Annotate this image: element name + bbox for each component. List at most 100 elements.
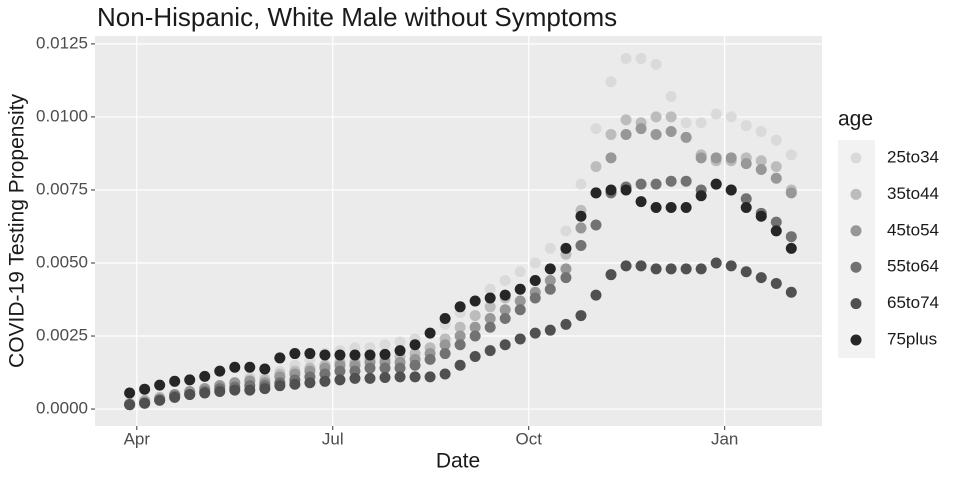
point <box>439 339 451 351</box>
point <box>154 379 166 391</box>
point <box>259 383 271 395</box>
point <box>304 348 316 360</box>
legend-key <box>850 334 862 346</box>
point <box>560 242 572 254</box>
legend-background <box>838 140 875 358</box>
point <box>469 321 481 333</box>
point <box>544 275 556 287</box>
point <box>424 327 436 339</box>
point <box>124 387 136 399</box>
point <box>785 286 797 298</box>
legend-label: 25to34 <box>887 147 939 166</box>
point <box>349 349 361 361</box>
point <box>454 301 466 313</box>
point <box>499 304 511 316</box>
point <box>785 187 797 199</box>
point <box>499 289 511 301</box>
point <box>575 178 587 190</box>
point <box>499 312 511 324</box>
point <box>529 275 541 287</box>
point <box>620 114 632 126</box>
point <box>755 164 767 176</box>
point <box>544 324 556 336</box>
point <box>259 363 271 375</box>
point <box>319 349 331 361</box>
point <box>424 353 436 365</box>
point <box>680 131 692 143</box>
x-tick-label: Apr <box>124 429 151 448</box>
point <box>394 371 406 383</box>
point <box>665 201 677 213</box>
point <box>650 263 662 275</box>
point <box>575 222 587 234</box>
point <box>289 348 301 360</box>
point <box>575 239 587 251</box>
point <box>514 333 526 345</box>
point <box>605 128 617 140</box>
point <box>590 187 602 199</box>
point <box>379 362 391 374</box>
point <box>755 272 767 284</box>
point <box>469 350 481 362</box>
point <box>529 257 541 269</box>
point <box>409 339 421 351</box>
point <box>229 384 241 396</box>
legend-label: 65to74 <box>887 293 939 312</box>
point <box>424 371 436 383</box>
point <box>740 193 752 205</box>
point <box>334 365 346 377</box>
point <box>770 277 782 289</box>
point <box>244 384 256 396</box>
legend-label: 45to54 <box>887 220 939 239</box>
point <box>544 242 556 254</box>
point <box>560 225 572 237</box>
point <box>770 161 782 173</box>
point <box>484 312 496 324</box>
point <box>409 359 421 371</box>
point <box>740 120 752 132</box>
y-tick-label: 0.0000 <box>36 399 88 418</box>
point <box>454 321 466 333</box>
point <box>364 372 376 384</box>
point <box>695 263 707 275</box>
legend-key <box>850 225 862 237</box>
point <box>319 375 331 387</box>
point <box>680 201 692 213</box>
point <box>785 242 797 254</box>
point <box>620 128 632 140</box>
point <box>695 152 707 164</box>
point <box>635 52 647 64</box>
point <box>274 380 286 392</box>
point <box>695 117 707 129</box>
y-tick-label: 0.0100 <box>36 106 88 125</box>
legend-key <box>850 261 862 273</box>
point <box>635 178 647 190</box>
point <box>499 339 511 351</box>
point <box>770 172 782 184</box>
y-tick-label: 0.0025 <box>36 326 88 345</box>
point <box>665 263 677 275</box>
x-tick-label: Jan <box>711 429 738 448</box>
point <box>199 370 211 382</box>
point <box>439 368 451 380</box>
point <box>169 391 181 403</box>
point <box>725 184 737 196</box>
point <box>680 263 692 275</box>
point <box>620 184 632 196</box>
point <box>665 175 677 187</box>
point <box>770 216 782 228</box>
x-tick-label: Jul <box>322 429 344 448</box>
point <box>590 219 602 231</box>
point <box>770 134 782 146</box>
point <box>244 361 256 373</box>
point <box>529 327 541 339</box>
point <box>770 225 782 237</box>
point <box>439 312 451 324</box>
point <box>139 383 151 395</box>
y-axis-label: COVID-19 Testing Propensity <box>6 94 29 368</box>
point <box>560 263 572 275</box>
point <box>725 152 737 164</box>
point <box>289 378 301 390</box>
point <box>304 377 316 389</box>
point <box>740 201 752 213</box>
